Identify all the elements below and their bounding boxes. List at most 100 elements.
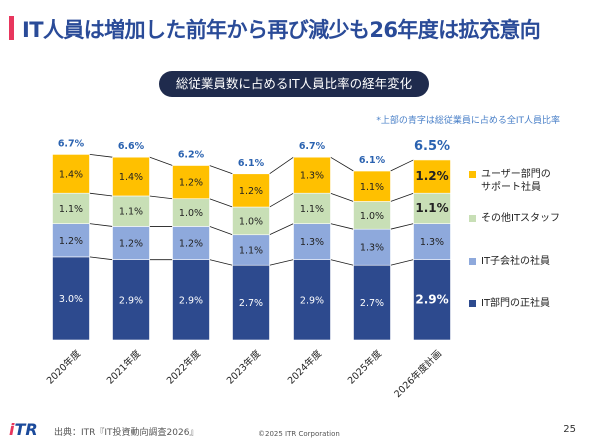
connector-line	[89, 154, 113, 158]
connector-line	[330, 192, 354, 202]
segment-value-label: 1.1%	[415, 201, 448, 215]
segment-value-label: 1.3%	[420, 237, 444, 248]
segment-value-label: 1.1%	[119, 207, 143, 218]
total-value-label: 6.1%	[359, 155, 386, 166]
bar-segment	[353, 201, 391, 230]
segment-value-label: 2.7%	[360, 298, 384, 309]
category-label: 2023年度	[224, 347, 263, 386]
bar-segment	[353, 170, 391, 202]
segment-value-label: 1.0%	[179, 208, 203, 219]
legend-swatch	[469, 215, 476, 222]
chart-note: *上部の青字は総従業員に占める全IT人員比率	[376, 116, 560, 126]
connector-line	[390, 223, 414, 230]
copyright-text: ©2025 ITR Corporation	[258, 430, 340, 438]
segment-value-label: 1.4%	[119, 172, 143, 183]
segment-value-label: 2.9%	[179, 295, 203, 306]
segment-value-label: 1.2%	[239, 186, 263, 197]
bar-segment	[293, 223, 331, 260]
total-value-label: 6.2%	[178, 149, 205, 160]
segment-value-label: 2.7%	[239, 298, 263, 309]
segment-value-label: 1.2%	[119, 239, 143, 250]
slide-title: IT人員は増加した前年から再び減少も26年度は拡充意向	[22, 18, 541, 42]
bar-segment	[172, 226, 210, 260]
bar-segment	[112, 259, 150, 341]
bar-segment	[112, 226, 150, 260]
connector-line	[209, 226, 233, 236]
bar-segment	[232, 173, 270, 208]
connector-line	[330, 223, 354, 230]
segment-value-label: 1.3%	[360, 243, 384, 254]
bar-segment	[413, 259, 451, 341]
segment-value-label: 1.1%	[300, 204, 324, 215]
bar-segment	[172, 165, 210, 200]
connector-line	[390, 259, 414, 266]
segment-value-label: 1.0%	[239, 216, 263, 227]
segment-value-label: 1.3%	[300, 171, 324, 182]
legend-swatch	[469, 300, 476, 307]
connector-line	[269, 259, 294, 266]
connector-line	[149, 195, 173, 200]
legend-swatch	[469, 171, 476, 178]
page-number: 25	[563, 424, 576, 435]
connector-line	[330, 156, 354, 172]
total-value-label: 6.7%	[299, 141, 326, 152]
connector-line	[209, 259, 233, 266]
bar-segment	[112, 195, 150, 227]
bar-segment	[112, 156, 150, 197]
bar-segment	[293, 259, 331, 341]
bar-segment	[172, 198, 210, 227]
bar-segment	[293, 192, 331, 224]
category-label: 2021年度	[104, 347, 143, 386]
connector-line	[330, 259, 354, 266]
bar-segment	[52, 192, 90, 224]
segment-value-label: 1.0%	[360, 211, 384, 222]
segment-value-label: 1.1%	[360, 182, 384, 193]
bar-segment	[172, 259, 210, 341]
segment-value-label: 1.1%	[59, 204, 83, 215]
connector-line	[390, 159, 414, 172]
category-label: 2020年度	[44, 347, 83, 386]
connector-line	[89, 256, 113, 261]
total-value-label: 6.7%	[58, 138, 85, 149]
bar-segment	[293, 156, 331, 194]
segment-value-label: 3.0%	[59, 294, 83, 305]
total-value-label: 6.1%	[238, 158, 265, 169]
bar-segment	[413, 159, 451, 194]
segment-value-label: 1.2%	[179, 178, 203, 189]
segment-value-label: 1.2%	[415, 169, 448, 183]
segment-value-label: 1.1%	[239, 245, 263, 256]
connector-line	[209, 165, 233, 175]
bar-segment	[413, 192, 451, 224]
category-label: 2025年度	[345, 347, 384, 386]
segment-value-label: 2.9%	[300, 295, 324, 306]
connector-line	[269, 156, 294, 175]
legend-label: その他ITスタッフ	[481, 213, 561, 224]
segment-value-label: 1.2%	[59, 236, 83, 247]
legend-label: IT子会社の社員	[481, 256, 551, 267]
connector-line	[269, 192, 294, 208]
connector-line	[390, 192, 414, 202]
bar-segment	[232, 206, 270, 236]
category-label: 2024年度	[285, 347, 324, 386]
connector-line	[269, 223, 294, 236]
segment-value-label: 2.9%	[119, 295, 143, 306]
title-accent-bar	[9, 16, 14, 40]
category-label: 2022年度	[164, 347, 203, 386]
bar-segment	[353, 228, 391, 266]
source-text: 出典：ITR『IT投資動向調査2026』	[54, 428, 199, 438]
connector-line	[89, 192, 113, 197]
segment-value-label: 1.4%	[59, 169, 83, 180]
bar-segment	[232, 234, 270, 266]
legend-label: ユーザー部門の サポート社員	[481, 169, 551, 193]
total-value-label: 6.6%	[118, 141, 145, 152]
total-value-label: 6.5%	[414, 139, 450, 154]
bar-segment	[52, 256, 90, 341]
segment-value-label: 2.9%	[415, 292, 448, 306]
chart-legend: ユーザー部門の サポート社員その他ITスタッフ IT子会社の社員 IT部門の正社員	[469, 0, 589, 442]
category-label: 2026年度計画	[392, 348, 444, 400]
legend-swatch	[469, 258, 476, 265]
legend-label: IT部門の正社員	[481, 298, 551, 309]
segment-value-label: 1.3%	[300, 237, 324, 248]
bar-segment	[52, 154, 90, 194]
